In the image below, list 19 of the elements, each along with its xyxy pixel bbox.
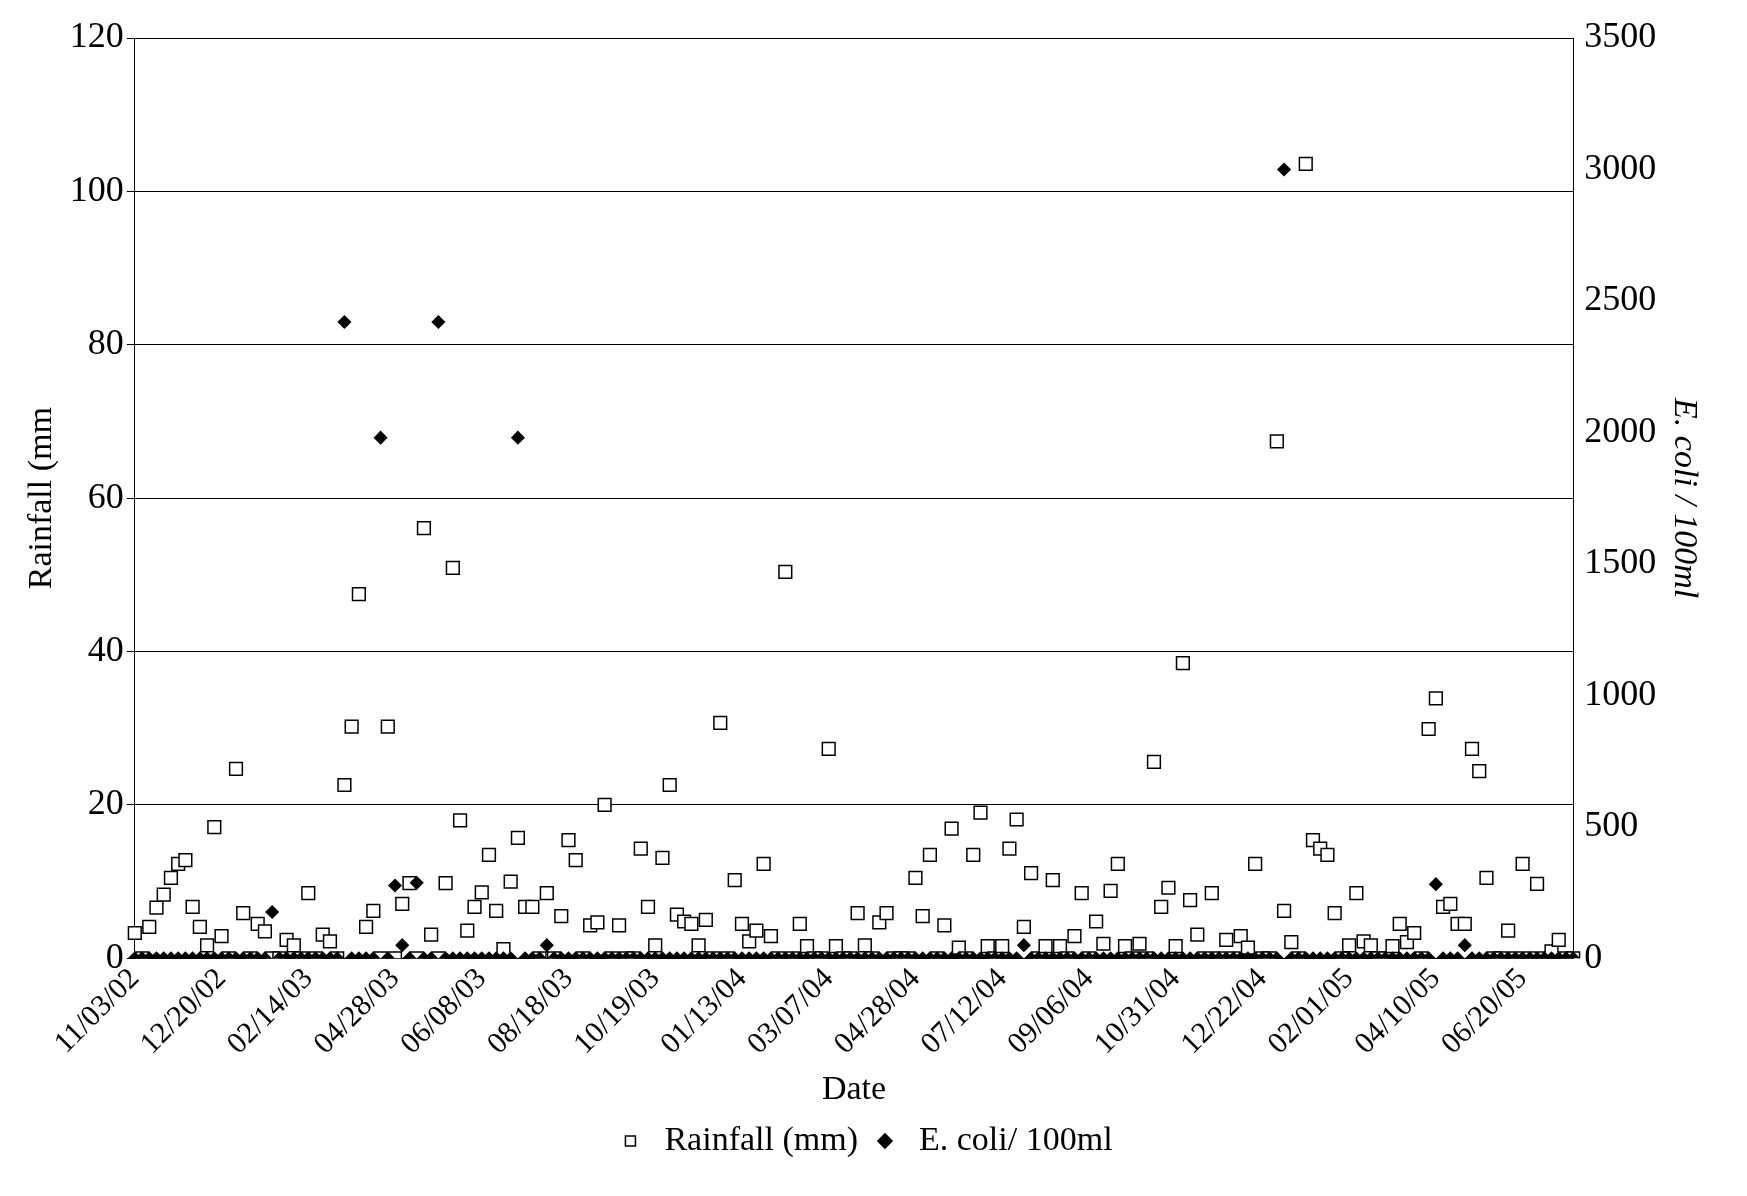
y2-tick-label: 1500 [1584, 541, 1657, 582]
y-tick-label: 40 [87, 629, 124, 669]
y-tick-label: 80 [87, 322, 124, 363]
y-tick-label: 20 [87, 782, 124, 823]
legend-label: E. coli/ 100ml [918, 1119, 1113, 1157]
y2-tick-label: 3000 [1584, 146, 1657, 187]
y-tick-label: 100 [69, 168, 124, 209]
y-tick-label: 120 [69, 15, 124, 56]
y2-tick-label: 1000 [1584, 672, 1657, 713]
y2-axis-title: E. coli / 100ml [1667, 397, 1705, 599]
y2-tick-label: 0 [1584, 935, 1603, 976]
y2-tick-label: 500 [1584, 804, 1639, 845]
y2-tick-label: 2000 [1584, 409, 1657, 450]
y-tick-label: 60 [87, 475, 124, 516]
x-axis-title: Date [821, 1068, 887, 1106]
legend-label: Rainfall (mm) [664, 1119, 858, 1158]
y2-tick-label: 3500 [1584, 15, 1657, 56]
y-axis-title: Rainfall (mm [21, 407, 60, 590]
y2-tick-label: 2500 [1584, 278, 1657, 319]
